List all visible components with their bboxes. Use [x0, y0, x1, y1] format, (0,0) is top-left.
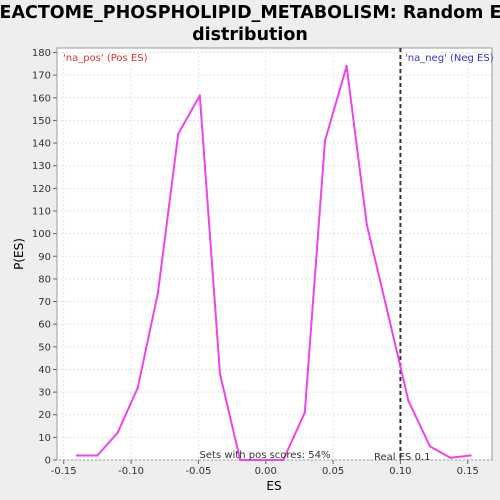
data-point	[116, 431, 119, 435]
y-tick-label: 120	[32, 184, 51, 195]
data-point	[260, 458, 263, 462]
data-point	[198, 94, 201, 97]
data-point	[282, 458, 285, 462]
data-point	[345, 64, 348, 68]
data-point	[218, 372, 222, 376]
x-tick-label: 0.10	[389, 466, 411, 477]
y-tick-label: 100	[32, 229, 51, 240]
x-tick-label: 0.05	[322, 466, 344, 477]
real-es-label: Real ES 0.1	[374, 452, 430, 463]
data-point	[365, 223, 368, 226]
y-tick-label: 130	[32, 161, 51, 172]
data-point	[387, 313, 390, 317]
y-tick-label: 160	[32, 93, 51, 104]
x-tick-label: 0.00	[255, 466, 277, 477]
data-point	[177, 132, 180, 136]
y-tick-label: 0	[45, 456, 51, 467]
y-tick-label: 170	[32, 71, 51, 82]
y-tick-label: 140	[32, 139, 51, 150]
x-axis-label: ES	[266, 479, 281, 493]
x-tick-label: -0.15	[51, 466, 77, 477]
y-tick-label: 60	[38, 320, 51, 331]
series-line	[77, 65, 471, 461]
y-tick-label: 10	[38, 433, 51, 444]
data-point	[96, 454, 99, 457]
chart-title-line-2: distribution	[192, 25, 308, 45]
y-axis-ticks: 0 10 20 30 40 50 60 70 80 90 100 110 120 130 140 150 160…	[32, 48, 57, 467]
data-point	[136, 386, 140, 389]
sets-pos-scores-label: Sets with pos scores: 54%	[200, 450, 331, 461]
data-point	[323, 139, 327, 143]
x-tick-label: 0.15	[457, 466, 479, 477]
y-tick-label: 50	[38, 342, 51, 353]
y-tick-label: 70	[38, 297, 51, 308]
x-tick-label: -0.10	[118, 466, 144, 477]
data-point	[428, 445, 432, 448]
y-axis-label: P(ES)	[12, 238, 26, 270]
series-points	[76, 64, 472, 462]
y-tick-label: 80	[38, 274, 51, 285]
data-point	[156, 291, 160, 294]
y-tick-label: 40	[38, 365, 51, 376]
pos-es-label: 'na_pos' (Pos ES)	[63, 53, 148, 64]
data-point	[469, 454, 472, 457]
x-axis-ticks: -0.15 -0.10 -0.05 0.00 0.05 0.10 0.15	[51, 460, 479, 477]
y-tick-label: 90	[38, 252, 51, 263]
y-tick-label: 150	[32, 116, 51, 127]
chart-title-line-1: REACTOME_PHOSPHOLIPID_METABOLISM: Random…	[0, 3, 500, 23]
neg-es-label: 'na_neg' (Neg ES)	[405, 53, 494, 64]
y-tick-label: 180	[32, 48, 51, 59]
y-tick-label: 110	[32, 206, 51, 217]
data-point	[303, 411, 307, 414]
y-tick-label: 20	[38, 410, 51, 421]
data-point	[449, 456, 452, 459]
data-point	[238, 458, 242, 462]
data-point	[76, 454, 79, 457]
y-tick-label: 30	[38, 388, 51, 399]
data-point	[407, 399, 410, 403]
plot-area	[56, 47, 493, 461]
x-tick-label: -0.05	[185, 466, 211, 477]
